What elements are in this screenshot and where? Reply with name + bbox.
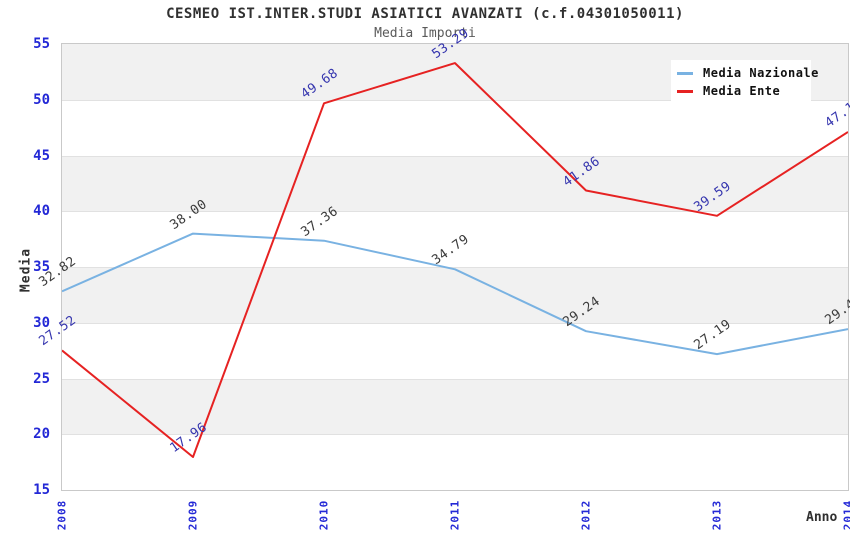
gridline	[62, 267, 848, 268]
x-tick-label: 2011	[448, 499, 462, 531]
x-tick-label: 2010	[317, 499, 331, 531]
x-axis-title: Anno	[806, 510, 838, 525]
series-plot	[62, 62, 848, 458]
gridline	[62, 155, 848, 157]
x-tick-label: 2008	[55, 499, 69, 531]
gridline	[62, 99, 848, 101]
y-tick-label: 40	[33, 203, 50, 220]
gridline	[62, 434, 848, 436]
x-tick-label: 2012	[579, 499, 593, 531]
series-line-media-nazionale	[62, 232, 848, 356]
x-tick-label: 2014	[841, 499, 850, 531]
y-tick-label: 25	[33, 370, 50, 387]
legend: Media Nazionale Media Ente	[671, 60, 818, 101]
y-tick-label: 30	[33, 314, 50, 331]
y-tick-label: 50	[33, 91, 50, 108]
x-tick-label: 2013	[710, 499, 724, 531]
series-line-media-ente	[62, 62, 848, 458]
y-tick-label: 45	[33, 147, 50, 164]
y-tick-label: 20	[33, 426, 50, 443]
chart-subtitle: Media Importi	[374, 26, 476, 41]
gridline	[62, 322, 848, 324]
y-axis-title: Media	[18, 247, 34, 293]
grid-band	[62, 267, 848, 323]
legend-item-label: Media Nazionale	[703, 66, 819, 80]
gridline	[62, 378, 848, 380]
y-tick-label: 55	[33, 36, 50, 52]
y-tick-label: 35	[33, 259, 50, 275]
legend-item-label: Media Ente	[703, 84, 781, 98]
legend-line-swatch	[677, 71, 693, 75]
y-tick-label: 15	[33, 482, 50, 498]
gridline	[62, 211, 848, 213]
legend-item-media-nazionale[interactable]: Media Nazionale	[675, 64, 818, 82]
chart-title: CESMEO IST.INTER.STUDI ASIATICI AVANZATI…	[166, 6, 684, 22]
grid-band	[62, 378, 848, 435]
legend-item-media-ente[interactable]: Media Ente	[675, 82, 811, 100]
legend-line-swatch	[677, 89, 693, 93]
grid-band	[62, 155, 848, 212]
x-tick-label: 2009	[186, 499, 200, 531]
